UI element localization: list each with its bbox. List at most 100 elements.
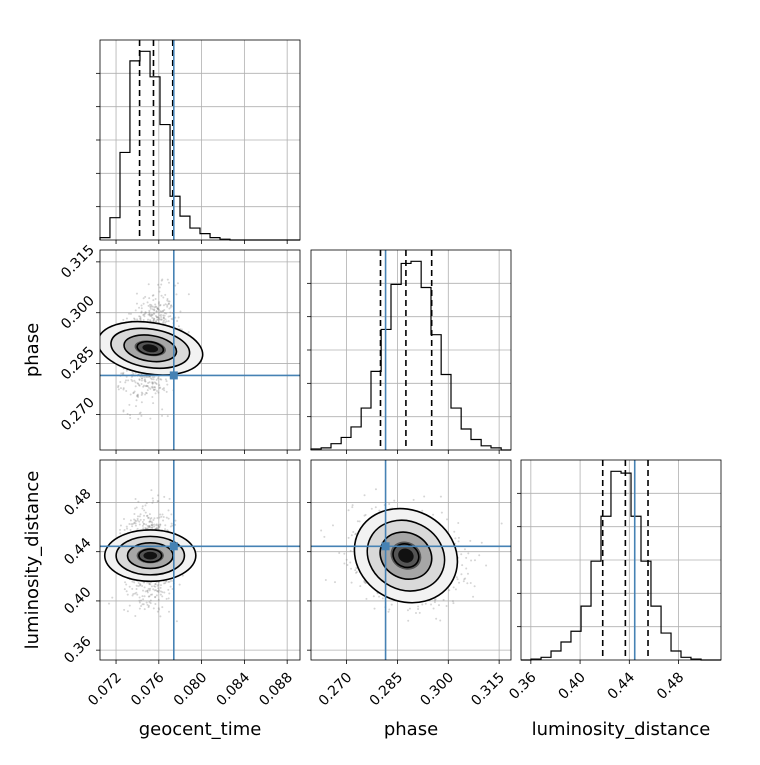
xtick-label-geocent_time-1: 0.076: [128, 669, 168, 709]
scatter-point-geocent_time-vs-phase: [152, 319, 155, 322]
scatter-point-geocent_time-vs-luminosity_distance: [161, 513, 164, 516]
scatter-point-geocent_time-vs-phase: [140, 414, 143, 417]
scatter-point-geocent_time-vs-phase: [158, 317, 161, 320]
scatter-point-geocent_time-vs-phase: [152, 402, 155, 405]
scatter-point-geocent_time-vs-phase: [156, 307, 159, 310]
scatter-point-geocent_time-vs-luminosity_distance: [131, 587, 134, 590]
scatter-point-geocent_time-vs-luminosity_distance: [150, 523, 153, 526]
scatter-point-geocent_time-vs-luminosity_distance: [157, 583, 160, 586]
scatter-point-geocent_time-vs-phase: [163, 308, 166, 311]
scatter-point-geocent_time-vs-phase: [125, 369, 128, 372]
scatter-point-geocent_time-vs-luminosity_distance: [154, 585, 157, 588]
scatter-point-geocent_time-vs-luminosity_distance: [168, 610, 171, 613]
scatter-point-geocent_time-vs-luminosity_distance: [153, 589, 156, 592]
scatter-point-phase-vs-luminosity_distance: [430, 603, 433, 606]
scatter-point-geocent_time-vs-phase: [165, 380, 168, 383]
scatter-point-geocent_time-vs-luminosity_distance: [142, 527, 145, 530]
scatter-point-geocent_time-vs-phase: [142, 297, 145, 300]
scatter-point-geocent_time-vs-luminosity_distance: [169, 585, 172, 588]
scatter-point-geocent_time-vs-luminosity_distance: [129, 519, 132, 522]
scatter-point-geocent_time-vs-luminosity_distance: [146, 514, 149, 517]
scatter-point-geocent_time-vs-phase: [160, 378, 163, 381]
scatter-point-phase-vs-luminosity_distance: [469, 581, 472, 584]
ytick-label-phase-2: 0.300: [58, 293, 98, 333]
scatter-point-geocent_time-vs-luminosity_distance: [128, 523, 131, 526]
scatter-point-geocent_time-vs-phase: [151, 395, 154, 398]
scatter-point-geocent_time-vs-phase: [154, 392, 157, 395]
scatter-point-geocent_time-vs-phase: [151, 386, 154, 389]
scatter-point-geocent_time-vs-luminosity_distance: [149, 517, 152, 520]
scatter-point-phase-vs-luminosity_distance: [421, 509, 424, 512]
scatter-point-geocent_time-vs-luminosity_distance: [129, 528, 132, 531]
scatter-point-geocent_time-vs-luminosity_distance: [157, 527, 160, 530]
scatter-point-geocent_time-vs-phase: [136, 394, 139, 397]
scatter-point-phase-vs-luminosity_distance: [350, 567, 353, 570]
scatter-point-phase-vs-luminosity_distance: [480, 541, 483, 544]
scatter-point-geocent_time-vs-luminosity_distance: [136, 515, 139, 518]
ytick-label-luminosity_distance-3: 0.48: [61, 486, 94, 519]
scatter-point-geocent_time-vs-luminosity_distance: [148, 600, 151, 603]
scatter-point-geocent_time-vs-phase: [141, 392, 144, 395]
scatter-point-geocent_time-vs-phase: [155, 305, 158, 308]
scatter-point-geocent_time-vs-phase: [155, 316, 158, 319]
pair-content-phase-vs-luminosity_distance: [311, 460, 511, 660]
scatter-point-phase-vs-luminosity_distance: [364, 581, 367, 584]
scatter-point-phase-vs-luminosity_distance: [388, 608, 391, 611]
scatter-point-phase-vs-luminosity_distance: [465, 567, 468, 570]
scatter-point-geocent_time-vs-luminosity_distance: [135, 584, 138, 587]
scatter-point-phase-vs-luminosity_distance: [463, 548, 466, 551]
xtick-label-phase-1: 0.285: [367, 670, 407, 710]
scatter-point-geocent_time-vs-phase: [128, 403, 131, 406]
scatter-point-geocent_time-vs-luminosity_distance: [138, 596, 141, 599]
scatter-point-geocent_time-vs-luminosity_distance: [122, 517, 125, 520]
scatter-point-geocent_time-vs-luminosity_distance: [133, 522, 136, 525]
scatter-point-geocent_time-vs-phase: [149, 306, 152, 309]
scatter-point-geocent_time-vs-luminosity_distance: [157, 591, 160, 594]
scatter-point-geocent_time-vs-luminosity_distance: [156, 590, 159, 593]
scatter-point-geocent_time-vs-phase: [154, 382, 157, 385]
scatter-point-geocent_time-vs-luminosity_distance: [141, 521, 144, 524]
scatter-point-geocent_time-vs-phase: [137, 417, 140, 420]
scatter-point-geocent_time-vs-luminosity_distance: [167, 517, 170, 520]
scatter-point-geocent_time-vs-phase: [129, 393, 132, 396]
scatter-point-geocent_time-vs-phase: [145, 375, 148, 378]
scatter-point-geocent_time-vs-luminosity_distance: [170, 579, 173, 582]
scatter-point-geocent_time-vs-phase: [179, 310, 182, 313]
scatter-point-geocent_time-vs-luminosity_distance: [143, 514, 146, 517]
scatter-point-phase-vs-luminosity_distance: [432, 607, 435, 610]
scatter-point-geocent_time-vs-phase: [138, 412, 141, 415]
scatter-point-phase-vs-luminosity_distance: [356, 520, 359, 523]
xtick-label-luminosity_distance-2: 0.44: [605, 669, 638, 702]
scatter-point-phase-vs-luminosity_distance: [393, 499, 396, 502]
scatter-point-phase-vs-luminosity_distance: [462, 580, 465, 583]
scatter-point-geocent_time-vs-luminosity_distance: [146, 527, 149, 530]
scatter-point-geocent_time-vs-luminosity_distance: [135, 520, 138, 523]
scatter-point-phase-vs-luminosity_distance: [354, 569, 357, 572]
scatter-point-geocent_time-vs-phase: [148, 311, 151, 314]
scatter-point-geocent_time-vs-phase: [129, 312, 132, 315]
scatter-point-geocent_time-vs-luminosity_distance: [154, 583, 157, 586]
scatter-point-geocent_time-vs-phase: [168, 307, 171, 310]
scatter-point-phase-vs-luminosity_distance: [460, 553, 463, 556]
ytick-label-luminosity_distance-0: 0.36: [61, 633, 94, 666]
scatter-point-geocent_time-vs-luminosity_distance: [157, 525, 160, 528]
scatter-point-geocent_time-vs-luminosity_distance: [162, 515, 165, 518]
scatter-point-geocent_time-vs-phase: [146, 385, 149, 388]
contour-phase-vs-luminosity_distance-2: [366, 519, 446, 592]
scatter-point-geocent_time-vs-phase: [177, 316, 180, 319]
scatter-point-geocent_time-vs-luminosity_distance: [164, 524, 167, 527]
scatter-point-geocent_time-vs-luminosity_distance: [150, 585, 153, 588]
scatter-point-geocent_time-vs-phase: [142, 313, 145, 316]
scatter-point-geocent_time-vs-phase: [176, 282, 179, 285]
scatter-point-phase-vs-luminosity_distance: [351, 504, 354, 507]
scatter-point-geocent_time-vs-phase: [157, 302, 160, 305]
scatter-point-phase-vs-luminosity_distance: [381, 597, 384, 600]
scatter-point-geocent_time-vs-phase: [155, 320, 158, 323]
scatter-point-geocent_time-vs-luminosity_distance: [149, 519, 152, 522]
scatter-point-geocent_time-vs-luminosity_distance: [134, 614, 137, 617]
scatter-point-geocent_time-vs-phase: [162, 316, 165, 319]
scatter-point-geocent_time-vs-phase: [142, 302, 145, 305]
contour-phase-vs-luminosity_distance-0: [392, 543, 420, 569]
scatter-point-geocent_time-vs-luminosity_distance: [119, 524, 122, 527]
